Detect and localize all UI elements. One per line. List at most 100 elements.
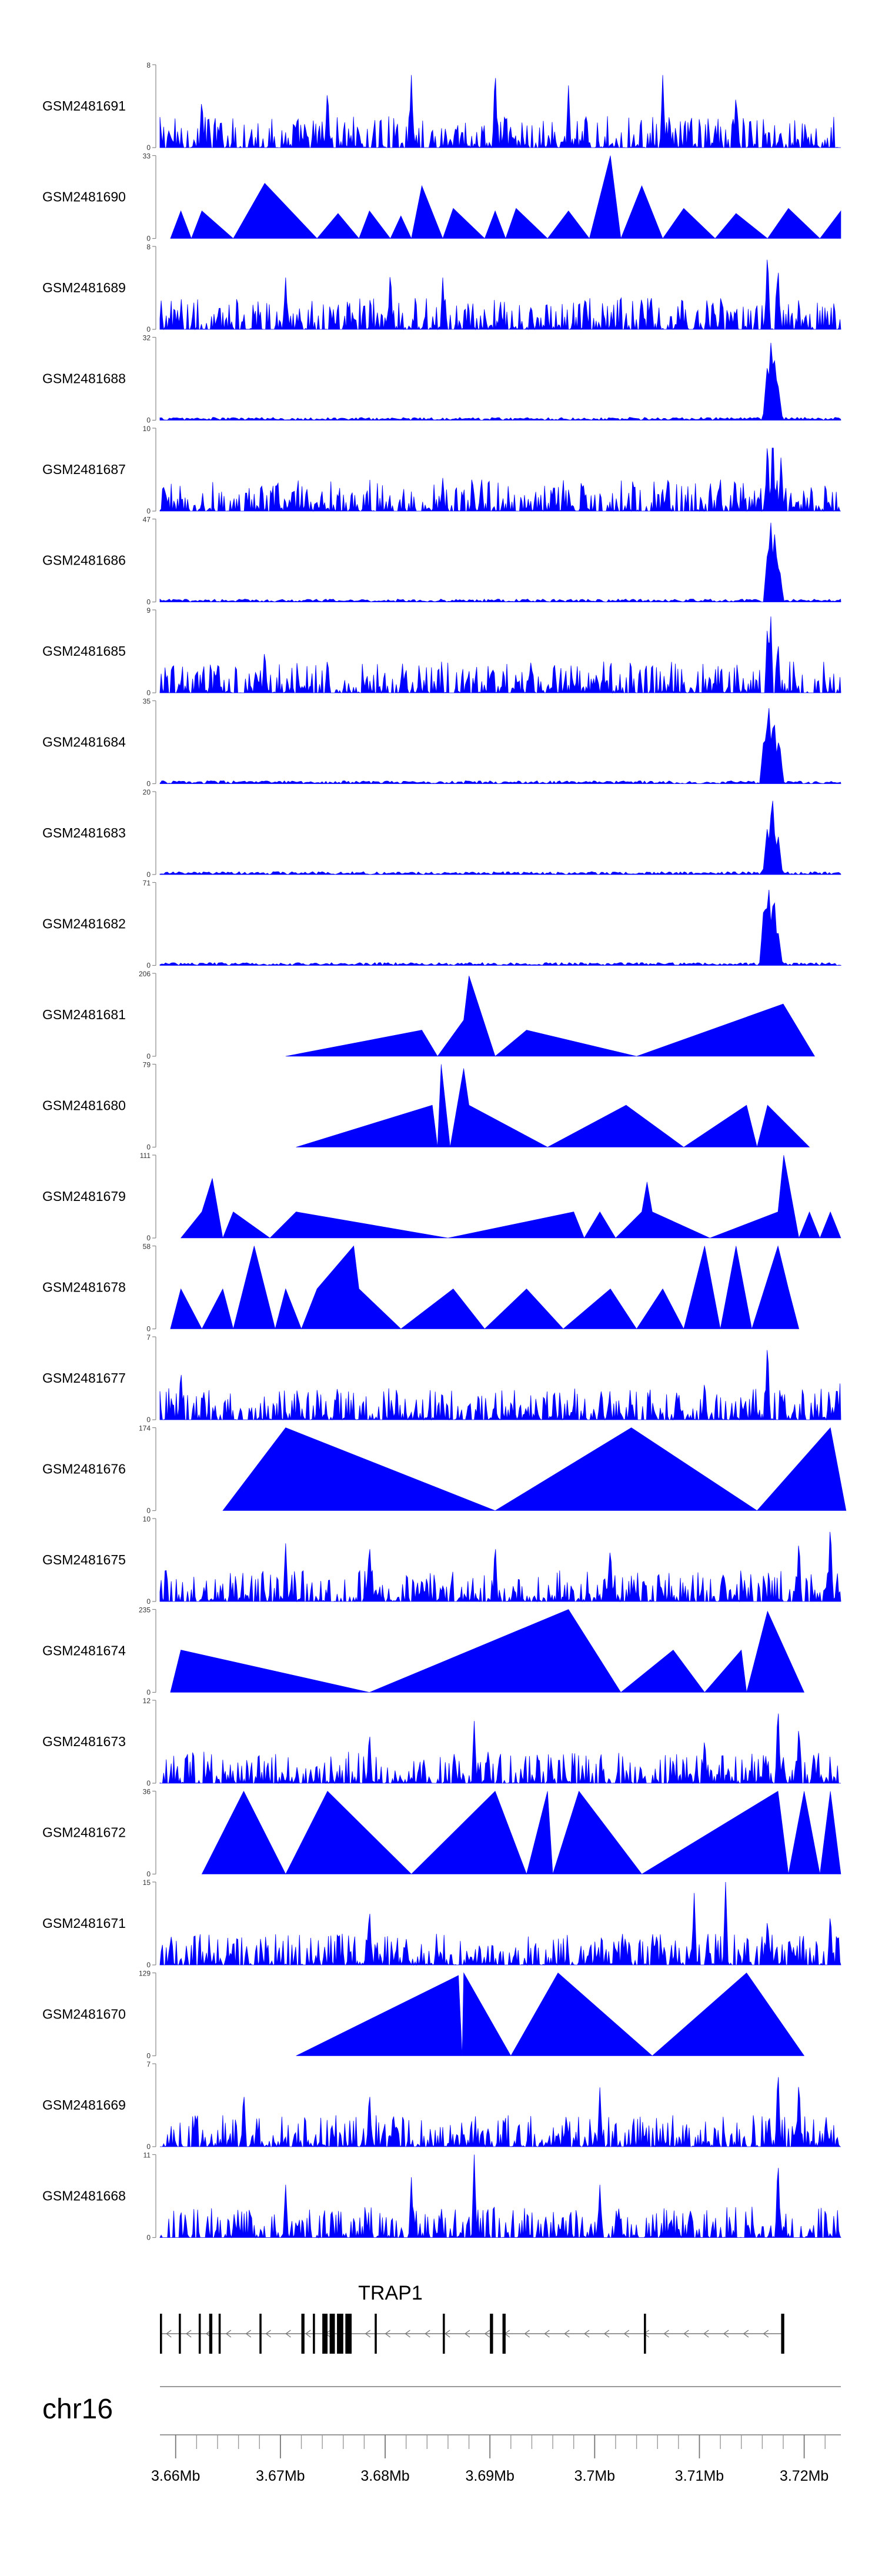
track-label: GSM2481673 (42, 1734, 126, 1749)
y-max-label: 8 (146, 61, 151, 69)
coverage-area (159, 448, 841, 512)
track-GSM2481672: GSM2481672 36 0 (42, 1788, 841, 1878)
y-max-label: 235 (139, 1606, 151, 1614)
y-min-label: 0 (146, 1234, 151, 1242)
axis-tick-label: 3.72Mb (780, 2468, 828, 2484)
strand-chevron (583, 2330, 590, 2338)
gene-exon (329, 2314, 335, 2354)
track-label: GSM2481684 (42, 735, 126, 750)
y-min-label: 0 (146, 1597, 151, 1606)
coverage-area (159, 616, 841, 694)
track-label: GSM2481672 (42, 1825, 126, 1840)
genome-axis: 3.66Mb 3.67Mb 3.68Mb 3.69Mb 3.7Mb 3.71Mb 3.72M… (151, 2434, 841, 2484)
y-min-label: 0 (146, 689, 151, 697)
track-GSM2481684: GSM2481684 35 0 (42, 698, 841, 788)
gene-exon (198, 2314, 201, 2354)
coverage-tracks: GSM248169180GSM2481690330GSM248168980GSM… (42, 61, 847, 2242)
track-GSM2481683: GSM2481683 20 0 (42, 788, 841, 879)
gene-exon (345, 2314, 352, 2354)
strand-chevron (723, 2330, 729, 2338)
y-min-label: 0 (146, 1961, 151, 1969)
gene-exon (209, 2314, 213, 2354)
coverage-area (159, 259, 841, 331)
y-min-label: 0 (146, 780, 151, 788)
y-max-label: 206 (139, 970, 151, 978)
track-label: GSM2481680 (42, 1098, 126, 1113)
coverage-area (159, 342, 841, 421)
track-label: GSM2481686 (42, 553, 126, 568)
strand-chevron (305, 2330, 311, 2338)
y-min-label: 0 (146, 1416, 151, 1424)
strand-chevron (385, 2330, 391, 2338)
strand-chevron (663, 2330, 669, 2338)
track-GSM2481677: GSM2481677 7 0 (42, 1333, 841, 1424)
gene-exon (337, 2314, 343, 2354)
y-min-label: 0 (146, 2143, 151, 2151)
gene-exon (781, 2314, 784, 2354)
track-GSM2481688: GSM2481688 32 0 (42, 334, 841, 425)
track-label: GSM2481682 (42, 916, 126, 932)
y-max-label: 10 (143, 1515, 151, 1523)
coverage-area (159, 1881, 841, 1966)
strand-chevron (285, 2330, 291, 2338)
track-label: GSM2481689 (42, 280, 126, 295)
y-min-label: 0 (146, 1779, 151, 1787)
strand-chevron (544, 2330, 550, 2338)
y-max-label: 111 (140, 1152, 151, 1160)
track-GSM2481691: GSM2481691 8 0 (42, 61, 841, 152)
track-GSM2481670: GSM2481670 129 0 (42, 1970, 805, 2060)
coverage-area (159, 1531, 841, 1603)
track-GSM2481675: GSM2481675 10 0 (42, 1515, 841, 1606)
y-min-label: 0 (146, 1507, 151, 1515)
track-label: GSM2481669 (42, 2097, 126, 2113)
coverage-area (159, 75, 841, 149)
y-max-label: 79 (143, 1061, 151, 1069)
gene-track: TRAP1 (160, 2282, 784, 2354)
track-GSM2481676: GSM2481676 174 0 (42, 1424, 847, 1515)
axis-tick-label: 3.71Mb (675, 2468, 724, 2484)
y-max-label: 12 (143, 1697, 151, 1705)
y-min-label: 0 (146, 1052, 151, 1060)
y-max-label: 7 (146, 1333, 151, 1342)
coverage-area (296, 1972, 805, 2057)
strand-chevron (763, 2330, 769, 2338)
track-label: GSM2481685 (42, 643, 126, 659)
gene-exon (322, 2314, 328, 2354)
y-max-label: 58 (143, 1243, 151, 1251)
coverage-area (159, 1713, 841, 1784)
gene-exon (490, 2314, 493, 2354)
coverage-area (159, 800, 841, 875)
gene-exon (502, 2314, 506, 2354)
axis-tick-label: 3.69Mb (465, 2468, 514, 2484)
gene-exon (313, 2314, 315, 2354)
y-min-label: 0 (146, 235, 151, 243)
y-min-label: 0 (146, 598, 151, 606)
gene-exon (160, 2314, 162, 2354)
track-label: GSM2481676 (42, 1461, 126, 1477)
axis-tick-label: 3.7Mb (574, 2468, 615, 2484)
y-max-label: 9 (146, 606, 151, 615)
track-GSM2481678: GSM2481678 58 0 (42, 1243, 800, 1333)
y-min-label: 0 (146, 416, 151, 425)
strand-chevron (743, 2330, 749, 2338)
coverage-area (170, 155, 841, 239)
axis-tick-label: 3.68Mb (360, 2468, 409, 2484)
track-label: GSM2481678 (42, 1280, 126, 1295)
strand-chevron (703, 2330, 709, 2338)
gene-exon (644, 2314, 646, 2354)
track-GSM2481686: GSM2481686 47 0 (42, 516, 841, 606)
coverage-area (170, 1609, 805, 1693)
coverage-area (201, 1790, 841, 1875)
coverage-area (159, 1350, 841, 1421)
coverage-area (159, 708, 841, 785)
coverage-area (222, 1427, 847, 1511)
y-min-label: 0 (146, 507, 151, 515)
y-max-label: 32 (143, 334, 151, 342)
y-min-label: 0 (146, 325, 151, 333)
track-GSM2481682: GSM2481682 71 0 (42, 879, 842, 970)
strand-chevron (365, 2330, 371, 2338)
track-label: GSM2481674 (42, 1643, 126, 1659)
gene-exon (218, 2314, 221, 2354)
y-min-label: 0 (146, 144, 151, 152)
y-min-label: 0 (146, 1870, 151, 1878)
